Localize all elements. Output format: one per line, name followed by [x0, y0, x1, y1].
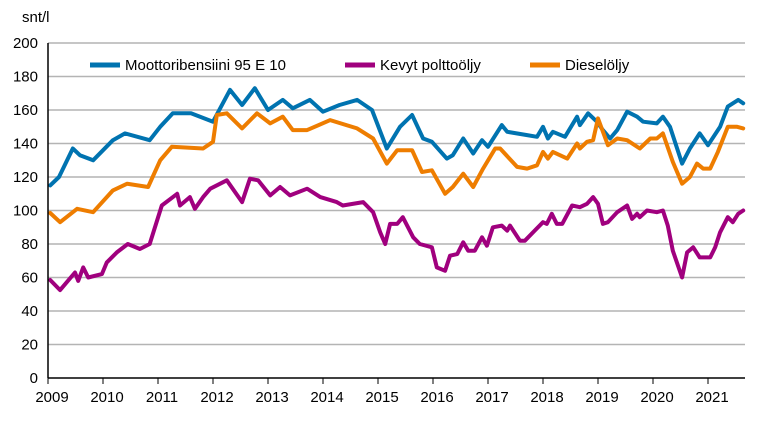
series-line-1: [48, 176, 746, 293]
gridlines: [48, 42, 745, 346]
x-tick-label: 2013: [255, 389, 288, 406]
x-tick-label: 2020: [640, 389, 673, 406]
x-tick-label: 2010: [90, 389, 123, 406]
legend-label: Kevyt polttoöljy: [380, 57, 481, 74]
y-tick-label: 0: [30, 370, 38, 387]
x-tick-label: 2011: [146, 389, 178, 406]
legend-label: Moottoribensiini 95 E 10: [125, 57, 286, 74]
y-tick-label: 20: [21, 337, 38, 354]
x-tick-label: 2015: [365, 389, 398, 406]
y-tick-label: 200: [13, 35, 38, 52]
x-tick-label: 2017: [475, 389, 508, 406]
x-tick-label: 2019: [585, 389, 618, 406]
x-tick-label: 2014: [310, 389, 343, 406]
series-line-2: [48, 111, 746, 225]
x-tick-label: 2012: [200, 389, 233, 406]
x-tick-label: 2016: [420, 389, 453, 406]
x-axis-ticks: 2009 2010 2011 2012 2013 2014 2015 2016 2017 2018…: [35, 378, 729, 406]
y-tick-label: 100: [13, 203, 38, 220]
y-tick-label: 180: [13, 69, 38, 86]
y-tick-label: 60: [21, 270, 38, 287]
x-tick-label: 2018: [530, 389, 563, 406]
y-tick-label: 40: [21, 303, 38, 320]
y-axis-label: snt/l: [22, 9, 50, 26]
x-tick-label: 2009: [35, 389, 68, 406]
y-tick-label: 160: [13, 102, 38, 119]
y-tick-label: 120: [13, 169, 38, 186]
x-tick-label: 2021: [695, 389, 728, 406]
legend: Moottoribensiini 95 E 10 Kevyt polttoöljy…: [90, 57, 630, 74]
series-line-0: [48, 86, 746, 188]
series-lines: [48, 86, 746, 293]
y-axis-ticks: 0 20 40 60 80 100 120 140 160 180 200: [13, 35, 38, 387]
y-tick-label: 140: [13, 136, 38, 153]
legend-label: Dieselöljy: [565, 57, 630, 74]
y-tick-label: 80: [21, 236, 38, 253]
